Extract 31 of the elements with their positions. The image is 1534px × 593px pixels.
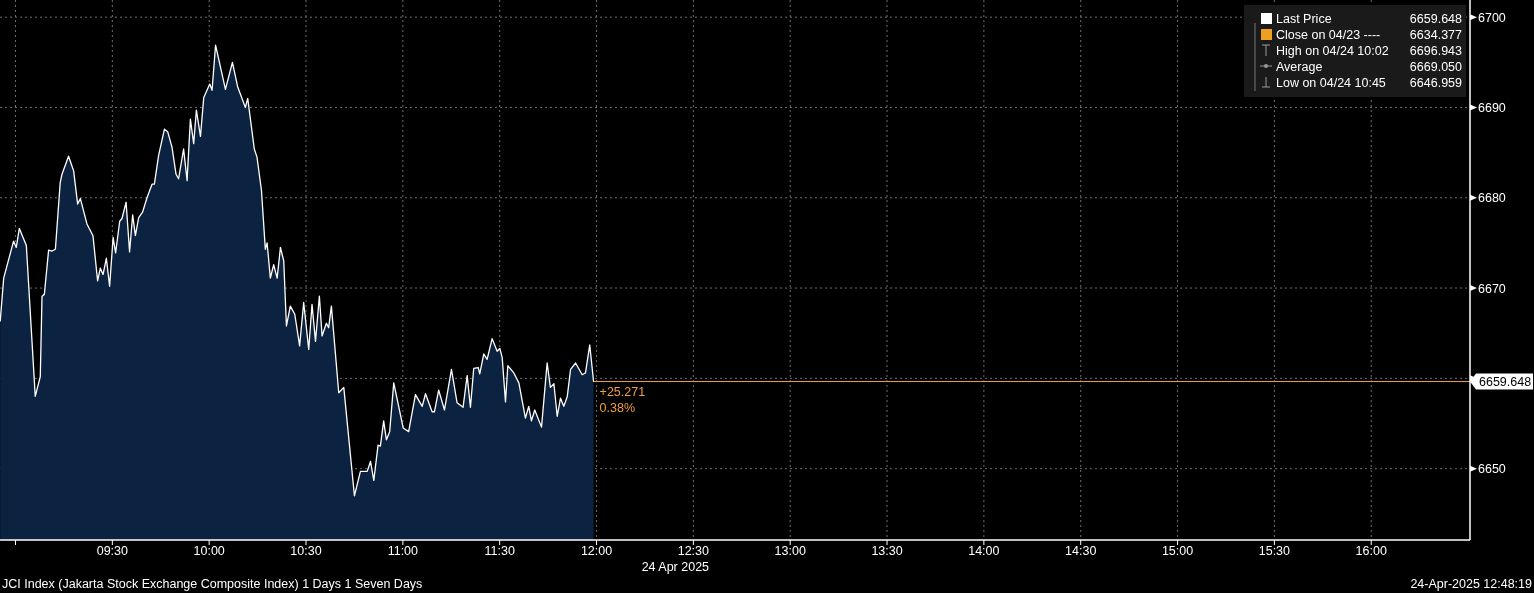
text: JCI Index (Jakarta Stock Exchange Composite Index) 1 Days 1 Seven Days bbox=[2, 577, 423, 591]
x-tick-label: 16:00 bbox=[1355, 544, 1387, 558]
legend-label: Last Price bbox=[1276, 12, 1332, 26]
x-tick-label: 14:00 bbox=[968, 544, 1000, 558]
x-axis-title: 24 Apr 2025 bbox=[641, 560, 710, 574]
x-tick-label: 11:00 bbox=[387, 544, 419, 558]
annotation: 6659.648 bbox=[1409, 12, 1463, 26]
x-tick-label: 15:30 bbox=[1258, 544, 1291, 558]
y-tick-label: 6690 bbox=[1478, 100, 1506, 115]
text: Average 6669.050 bbox=[1276, 60, 1462, 74]
x-tick-label: 13:30 bbox=[871, 544, 903, 558]
annotation: +25.271 bbox=[599, 384, 646, 399]
x-tick-label: 10:00 bbox=[193, 544, 225, 558]
text: Close on 04/23 ---- 6634.377 bbox=[1276, 28, 1462, 42]
x-tick-label: 12:30 bbox=[677, 544, 710, 558]
x-tick-label: 15:00 bbox=[1161, 544, 1194, 558]
annotation: 0.38% bbox=[599, 400, 636, 415]
x-tick-label: 11:30 bbox=[484, 544, 515, 558]
x-tick-label: 09:30 bbox=[96, 544, 129, 558]
text: 24-Apr-2025 12:48:19 bbox=[1410, 577, 1533, 591]
x-tick-label: 10:30 bbox=[290, 544, 322, 558]
y-tick-label: 6670 bbox=[1478, 281, 1506, 296]
y-tick-label: 6700 bbox=[1478, 10, 1506, 25]
y-tick-label: 6680 bbox=[1478, 191, 1506, 206]
text: Low on 04/24 10:45 6646.959 bbox=[1276, 76, 1462, 90]
y-tick-label: 6650 bbox=[1478, 462, 1506, 477]
x-tick-label: 12:00 bbox=[580, 544, 613, 558]
x-tick-label: 13:00 bbox=[774, 544, 806, 558]
x-tick-label: 14:30 bbox=[1065, 544, 1097, 558]
text: High on 04/24 10:02 6696.943 bbox=[1276, 44, 1462, 58]
ref-line-label: 6659.648 bbox=[1479, 375, 1532, 390]
